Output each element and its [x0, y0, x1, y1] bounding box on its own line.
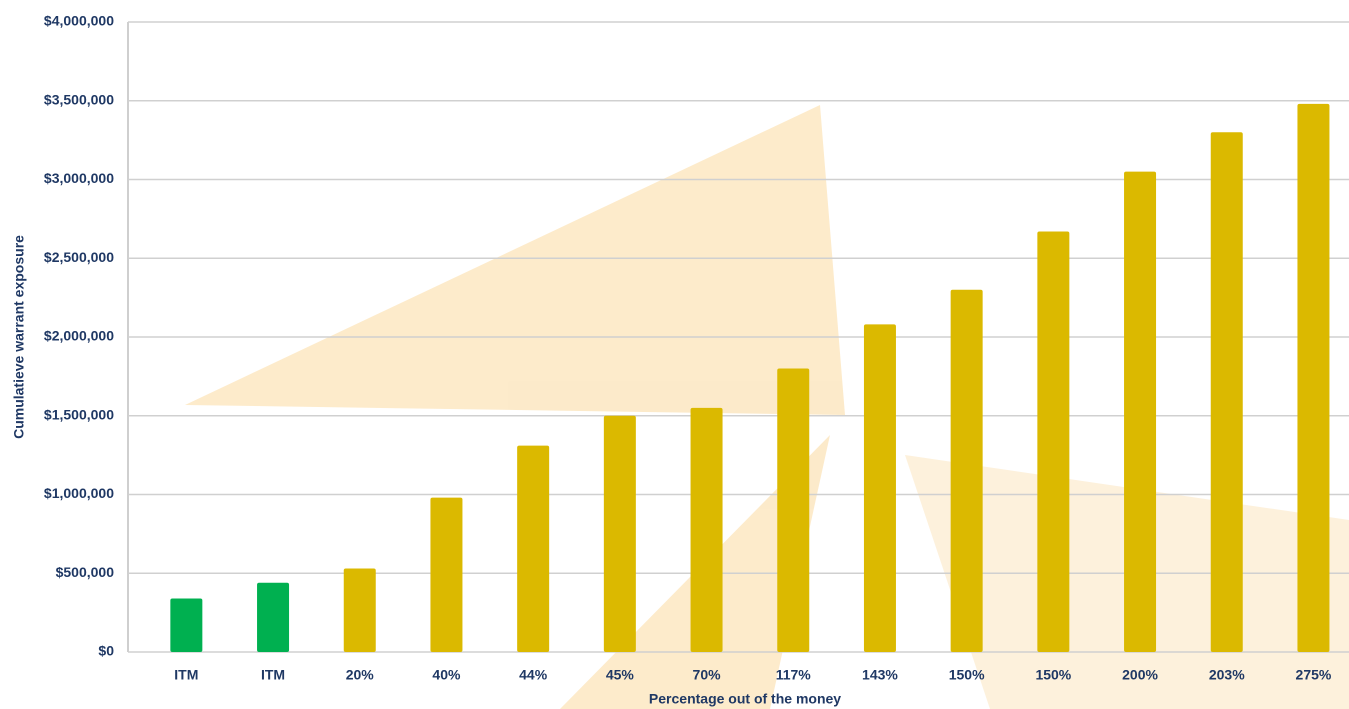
y-tick-label: $3,500,000 — [44, 91, 114, 107]
x-axis-title: Percentage out of the money — [649, 691, 841, 707]
x-tick-label: ITM — [174, 667, 198, 683]
y-tick-label: $2,000,000 — [44, 328, 114, 344]
y-tick-label: $1,500,000 — [44, 406, 114, 422]
x-tick-label: 143% — [862, 667, 898, 683]
bar — [343, 568, 376, 652]
x-tick-label: ITM — [261, 667, 285, 683]
x-tick-label: 20% — [346, 667, 375, 683]
bar — [517, 445, 550, 652]
bar — [603, 415, 636, 652]
y-tick-label: $1,000,000 — [44, 485, 114, 501]
x-tick-label: 150% — [949, 667, 985, 683]
x-tick-label: 117% — [776, 667, 812, 683]
x-tick-label: 150% — [1035, 667, 1071, 683]
x-tick-label: 70% — [693, 667, 722, 683]
y-tick-label: $500,000 — [56, 564, 115, 580]
bar — [863, 324, 896, 652]
bar — [430, 497, 463, 652]
bar — [690, 407, 723, 652]
x-tick-label: 275% — [1296, 667, 1332, 683]
bar — [1124, 171, 1157, 652]
x-tick-label: 203% — [1209, 667, 1245, 683]
bar — [950, 289, 983, 652]
y-tick-label: $0 — [98, 643, 114, 659]
y-tick-label: $3,000,000 — [44, 170, 114, 186]
x-tick-label: 45% — [606, 667, 635, 683]
bar — [1297, 103, 1330, 652]
bar — [1037, 231, 1070, 652]
bar — [1210, 132, 1243, 652]
bar — [777, 368, 810, 652]
x-tick-label: 44% — [519, 667, 548, 683]
x-tick-label: 40% — [432, 667, 461, 683]
bar — [170, 598, 203, 652]
y-axis-title: Cumulatieve warrant exposure — [11, 235, 27, 439]
bar — [257, 582, 290, 652]
x-tick-label: 200% — [1122, 667, 1158, 683]
y-tick-label: $4,000,000 — [44, 13, 114, 29]
y-tick-label: $2,500,000 — [44, 249, 114, 265]
